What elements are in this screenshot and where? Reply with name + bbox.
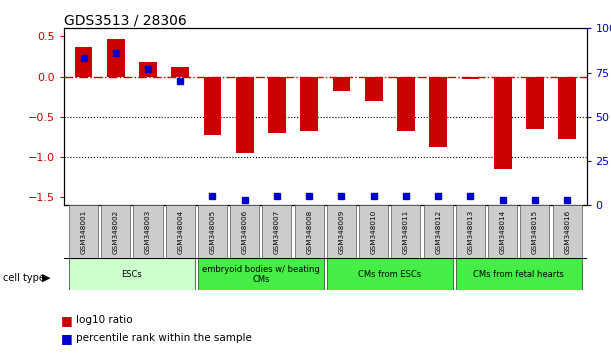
Bar — [397, 76, 415, 131]
Text: GSM348005: GSM348005 — [210, 210, 216, 254]
Bar — [365, 76, 382, 101]
Bar — [69, 205, 98, 258]
Bar — [456, 205, 485, 258]
Text: GSM348016: GSM348016 — [564, 210, 570, 254]
Text: GSM348011: GSM348011 — [403, 210, 409, 254]
Text: GSM348007: GSM348007 — [274, 210, 280, 254]
Bar — [133, 205, 163, 258]
Text: ■: ■ — [61, 332, 73, 344]
Bar — [526, 76, 544, 129]
Text: GSM348012: GSM348012 — [435, 210, 441, 254]
Bar — [332, 76, 350, 91]
Text: GSM348003: GSM348003 — [145, 210, 151, 254]
Bar — [263, 205, 291, 258]
Text: GSM348010: GSM348010 — [371, 210, 377, 254]
Bar — [166, 205, 195, 258]
Text: cell type: cell type — [3, 273, 45, 283]
Bar — [456, 258, 582, 290]
Bar — [558, 76, 576, 139]
Bar — [268, 76, 286, 133]
Bar — [198, 258, 324, 290]
Bar — [392, 205, 420, 258]
Bar — [301, 76, 318, 131]
Text: GSM348014: GSM348014 — [500, 210, 506, 254]
Bar — [107, 39, 125, 76]
Text: GSM348001: GSM348001 — [81, 210, 87, 254]
Bar — [171, 67, 189, 76]
Bar — [359, 205, 388, 258]
Text: CMs from fetal hearts: CMs from fetal hearts — [474, 270, 565, 279]
Text: ESCs: ESCs — [122, 270, 142, 279]
Text: GSM348004: GSM348004 — [177, 210, 183, 254]
Bar — [295, 205, 324, 258]
Text: ■: ■ — [61, 314, 73, 327]
Bar — [75, 47, 92, 76]
Text: GSM348002: GSM348002 — [113, 210, 119, 254]
Bar — [69, 258, 195, 290]
Bar — [198, 205, 227, 258]
Text: GDS3513 / 28306: GDS3513 / 28306 — [64, 13, 187, 27]
Text: percentile rank within the sample: percentile rank within the sample — [76, 333, 252, 343]
Bar — [430, 76, 447, 147]
Bar — [521, 205, 549, 258]
Text: GSM348015: GSM348015 — [532, 210, 538, 254]
Bar — [139, 62, 157, 76]
Bar — [101, 205, 130, 258]
Text: GSM348013: GSM348013 — [467, 210, 474, 254]
Text: ▶: ▶ — [42, 273, 50, 283]
Bar — [236, 76, 254, 153]
Text: GSM348008: GSM348008 — [306, 210, 312, 254]
Bar — [553, 205, 582, 258]
Text: log10 ratio: log10 ratio — [76, 315, 133, 325]
Text: CMs from ESCs: CMs from ESCs — [358, 270, 422, 279]
Bar — [203, 76, 221, 135]
Bar — [230, 205, 259, 258]
Text: GSM348006: GSM348006 — [242, 210, 247, 254]
Bar — [423, 205, 453, 258]
Text: embryoid bodies w/ beating
CMs: embryoid bodies w/ beating CMs — [202, 265, 320, 284]
Bar — [327, 258, 453, 290]
Bar — [327, 205, 356, 258]
Bar — [461, 76, 480, 79]
Bar — [494, 76, 511, 169]
Bar — [488, 205, 518, 258]
Text: GSM348009: GSM348009 — [338, 210, 345, 254]
